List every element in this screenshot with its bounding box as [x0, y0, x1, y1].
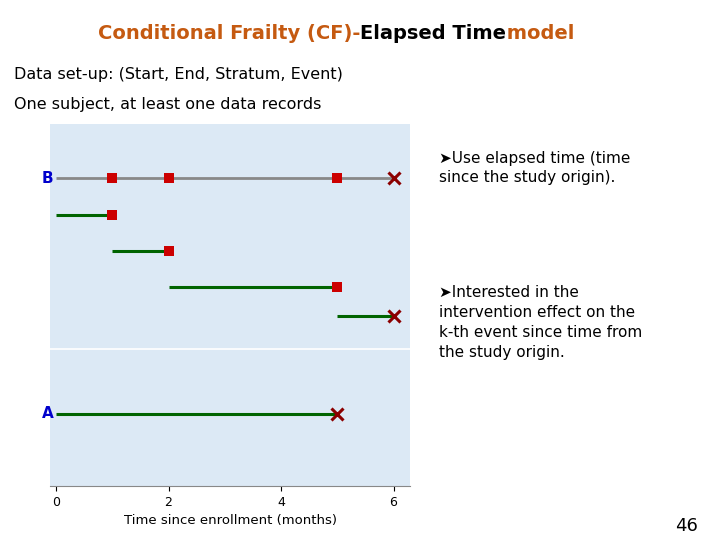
X-axis label: Time since enrollment (months): Time since enrollment (months) [124, 514, 337, 527]
Text: Elapsed Time: Elapsed Time [360, 24, 506, 43]
Text: B: B [42, 171, 53, 186]
Text: model: model [500, 24, 575, 43]
Text: A: A [42, 406, 53, 421]
Text: One subject, at least one data records: One subject, at least one data records [14, 97, 322, 112]
Text: ➤Interested in the
intervention effect on the
k-th event since time from
the stu: ➤Interested in the intervention effect o… [439, 285, 642, 360]
Text: ➤Use elapsed time (time
since the study origin).: ➤Use elapsed time (time since the study … [439, 151, 630, 185]
Text: Data set-up: (Start, End, Stratum, Event): Data set-up: (Start, End, Stratum, Event… [14, 68, 343, 83]
Text: Conditional Frailty (CF)-: Conditional Frailty (CF)- [98, 24, 360, 43]
Text: 46: 46 [675, 517, 698, 535]
